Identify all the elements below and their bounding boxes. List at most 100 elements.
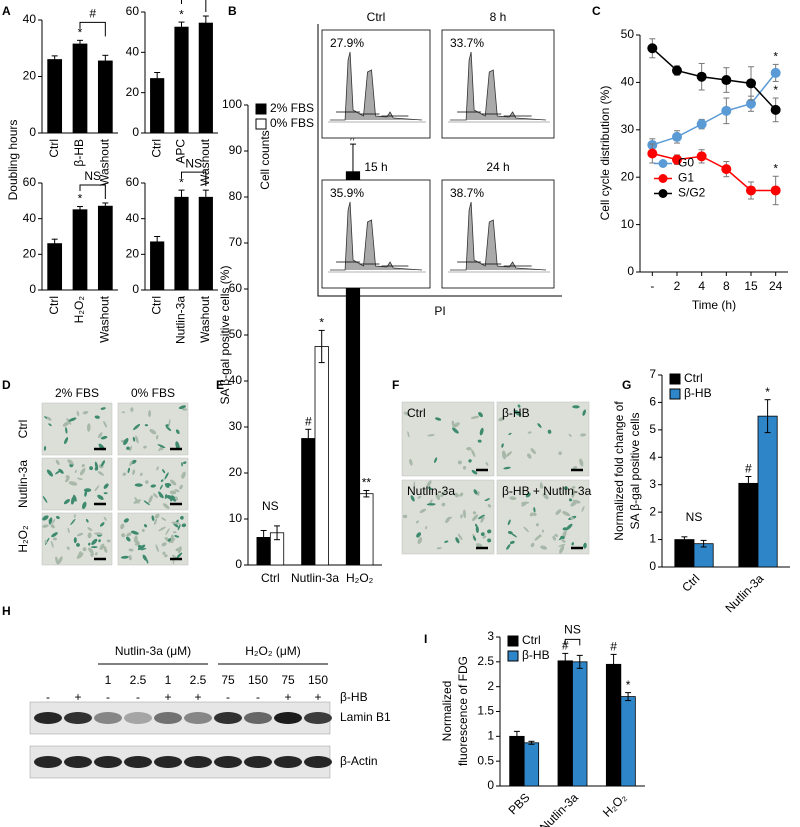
bar [150,241,165,291]
legend-marker [658,159,668,168]
gate [457,261,532,267]
y-tick-label: 40 [229,373,243,387]
cell [84,490,88,497]
cell [509,496,517,501]
significance-mark: # [89,7,96,21]
cell [426,480,432,488]
cell [130,530,139,535]
cell [103,516,107,521]
cell [533,507,536,513]
y-tick-label: 40 [126,45,140,59]
cell [137,544,146,551]
cell [547,429,552,434]
cell [87,527,93,531]
cell [94,415,100,419]
bar [314,346,329,566]
x-tick-label: Ctrl [149,296,163,315]
cell [135,435,139,444]
cell [79,467,86,476]
x-tick-label: H₂O₂ [346,571,374,585]
cell [126,532,132,537]
treatment-sign: - [106,690,110,704]
cell [457,533,463,541]
cell [165,424,170,427]
row-label: β-Actin [340,754,378,768]
significance-mark: NS [564,623,581,637]
bar [509,735,525,787]
cell [527,453,532,459]
panel-label: G [622,378,631,392]
legend-label: 2% FBS [270,101,314,115]
x-tick-label: Nutlin-3a [537,790,581,827]
error-bar [274,525,281,541]
cell [134,483,143,487]
dose-label: 75 [281,673,295,687]
error-bar [700,539,707,548]
cell [122,472,127,476]
y-tick-label: 10 [229,511,243,525]
significance-mark: # [562,639,569,653]
cell [155,544,159,552]
cell [572,499,581,504]
cell [139,472,143,476]
band [94,756,122,768]
cell [128,548,134,552]
y-tick-label: 40 [126,211,140,225]
cell [571,488,575,498]
band [124,712,152,724]
error-bar [363,489,370,498]
y-tick-label: 100 [222,97,242,111]
cell [487,529,492,534]
bar [301,438,316,566]
error-bar [51,55,58,64]
tile-label: β-HB [502,406,530,420]
y-axis-label: Doubling hours [6,120,20,201]
group-label: Nutlin-3a (μM) [115,644,191,658]
y-tick-label: 1 [487,729,494,743]
cell [65,427,68,434]
cell [94,532,103,536]
treatment-sign: + [74,690,81,704]
x-tick-label: Ctrl [261,571,280,585]
cell [169,490,177,495]
cell [42,495,48,503]
y-tick-label: 70 [229,235,243,249]
x-axis-label: Time (h) [692,298,736,312]
cell [487,504,492,508]
cell [133,499,142,504]
cell [82,501,87,510]
bar [359,493,374,566]
cell [151,515,155,522]
x-tick-label: Ctrl [149,139,163,158]
point [672,131,682,142]
significance-mark: # [305,414,312,428]
cell [434,457,438,463]
cell [472,514,479,522]
cell [416,532,422,538]
histogram-title: Ctrl [367,10,386,24]
gate [457,111,532,117]
x-tick-label: Ctrl [679,571,702,594]
error-bar [681,536,688,543]
dose-label: 150 [308,673,328,687]
cell [468,459,472,463]
y-tick-label: 1 [649,532,656,546]
cell [475,523,478,528]
bar [174,196,189,291]
cell [455,537,460,544]
cell [463,509,466,519]
cell [149,428,157,435]
cell [180,515,184,520]
error-bar [77,39,83,49]
cell [123,518,129,523]
cell [503,466,511,470]
cell [148,410,152,418]
cell [179,484,183,490]
cell [571,486,576,489]
series-line [652,152,776,192]
cell [44,416,48,419]
panel-label: C [592,4,601,18]
legend-label: S/G2 [678,186,706,200]
bar [174,26,189,134]
cell [159,484,163,490]
